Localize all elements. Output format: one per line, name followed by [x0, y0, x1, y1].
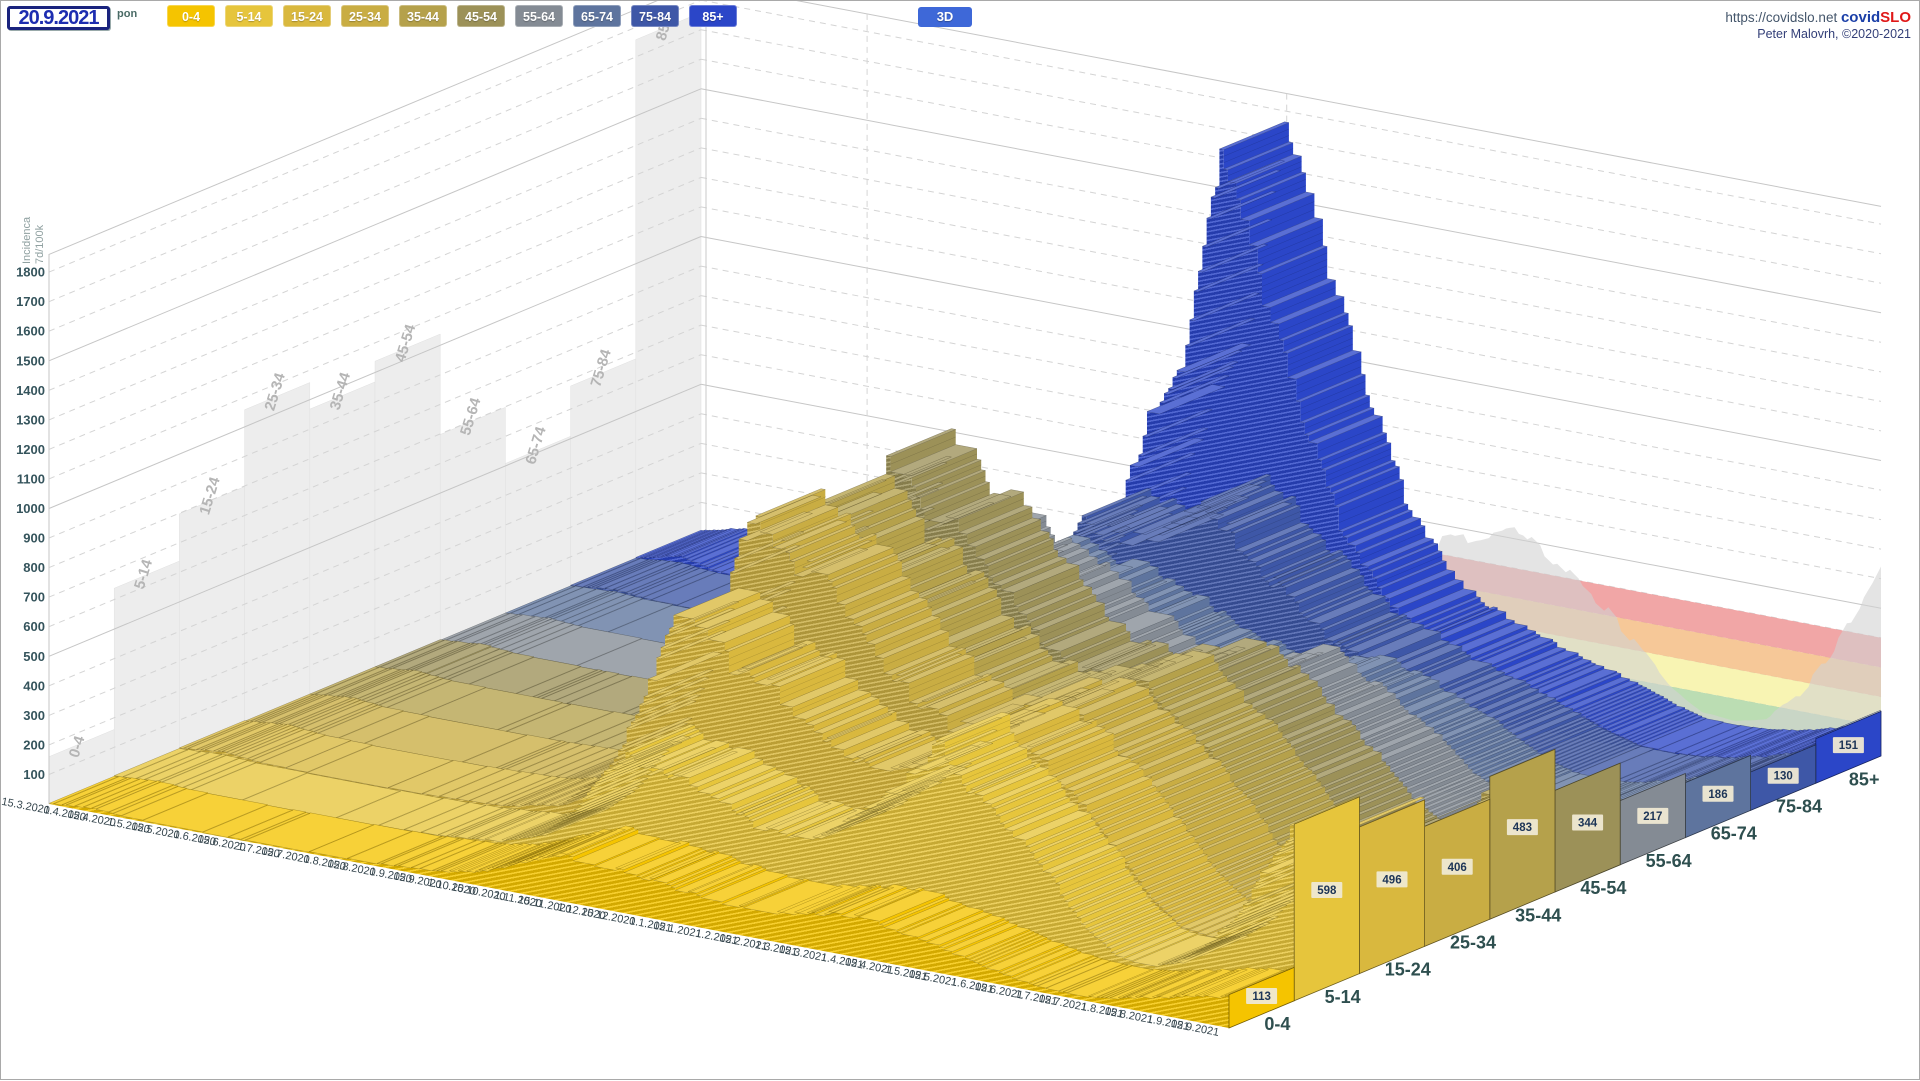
svg-text:483: 483 — [1513, 822, 1532, 834]
svg-text:600: 600 — [23, 619, 45, 634]
svg-text:1800: 1800 — [16, 265, 45, 280]
svg-text:1700: 1700 — [16, 294, 45, 309]
svg-text:75-84: 75-84 — [1776, 797, 1822, 817]
svg-text:1300: 1300 — [16, 412, 45, 427]
svg-text:400: 400 — [23, 678, 45, 693]
svg-text:130: 130 — [1774, 771, 1793, 783]
age-button-5-14[interactable]: 5-14 — [225, 5, 273, 27]
age-button-55-64[interactable]: 55-64 — [515, 5, 563, 27]
date-display[interactable]: 20.9.2021 — [7, 6, 110, 30]
svg-text:1400: 1400 — [16, 383, 45, 398]
age-button-25-34[interactable]: 25-34 — [341, 5, 389, 27]
svg-text:186: 186 — [1708, 789, 1727, 801]
svg-text:85+: 85+ — [1849, 769, 1880, 789]
svg-text:151: 151 — [1839, 740, 1859, 752]
mode-3d-button[interactable]: 3D — [918, 7, 972, 27]
svg-text:35-44: 35-44 — [1515, 905, 1561, 925]
svg-text:344: 344 — [1578, 818, 1598, 830]
svg-text:800: 800 — [23, 560, 45, 575]
brand-slo: SLO — [1880, 9, 1911, 26]
age-button-75-84[interactable]: 75-84 — [631, 5, 679, 27]
svg-text:300: 300 — [23, 708, 45, 723]
svg-text:7d/100k: 7d/100k — [34, 224, 46, 264]
svg-text:113: 113 — [1252, 991, 1271, 1003]
svg-text:217: 217 — [1643, 811, 1662, 823]
svg-text:598: 598 — [1317, 885, 1337, 897]
svg-text:15-24: 15-24 — [1385, 960, 1431, 980]
age-button-35-44[interactable]: 35-44 — [399, 5, 447, 27]
weekday-label: pon — [117, 8, 137, 20]
svg-text:55-64: 55-64 — [1646, 851, 1692, 871]
svg-text:700: 700 — [23, 590, 45, 605]
site-link[interactable]: https://covidslo.net covidSLO — [1725, 9, 1911, 26]
svg-text:406: 406 — [1448, 862, 1467, 874]
svg-text:900: 900 — [23, 531, 45, 546]
front-panel-5-14 — [1294, 797, 1359, 1001]
age-button-0-4[interactable]: 0-4 — [167, 5, 215, 27]
header: 20.9.2021 pon 0-4 5-14 15-24 25-34 35-44 45-5… — [1, 1, 1919, 37]
age-button-85+[interactable]: 85+ — [689, 5, 737, 27]
svg-text:1200: 1200 — [16, 442, 45, 457]
y-axis: 100 200 300 400 500 600 700 800 900 1000 1100 1200 1… — [16, 216, 49, 804]
credit: Peter Malovrh, ©2020-2021 — [1757, 27, 1911, 41]
age-button-65-74[interactable]: 65-74 — [573, 5, 621, 27]
svg-text:1000: 1000 — [16, 501, 45, 516]
age-button-45-54[interactable]: 45-54 — [457, 5, 505, 27]
svg-text:1500: 1500 — [16, 353, 45, 368]
site-url[interactable]: https://covidslo.net — [1725, 10, 1837, 25]
svg-text:1600: 1600 — [16, 324, 45, 339]
svg-text:65-74: 65-74 — [1711, 824, 1757, 844]
brand-covid: covid — [1841, 9, 1880, 26]
age-button-15-24[interactable]: 15-24 — [283, 5, 331, 27]
svg-text:Incidenca: Incidenca — [21, 216, 33, 264]
svg-text:25-34: 25-34 — [1450, 933, 1496, 953]
svg-text:100: 100 — [23, 767, 45, 782]
svg-text:500: 500 — [23, 649, 45, 664]
svg-text:45-54: 45-54 — [1580, 878, 1626, 898]
svg-text:5-14: 5-14 — [1325, 987, 1361, 1007]
svg-text:496: 496 — [1382, 874, 1401, 886]
svg-text:0-4: 0-4 — [1264, 1014, 1290, 1034]
svg-text:200: 200 — [23, 737, 45, 752]
svg-text:1100: 1100 — [17, 471, 45, 486]
